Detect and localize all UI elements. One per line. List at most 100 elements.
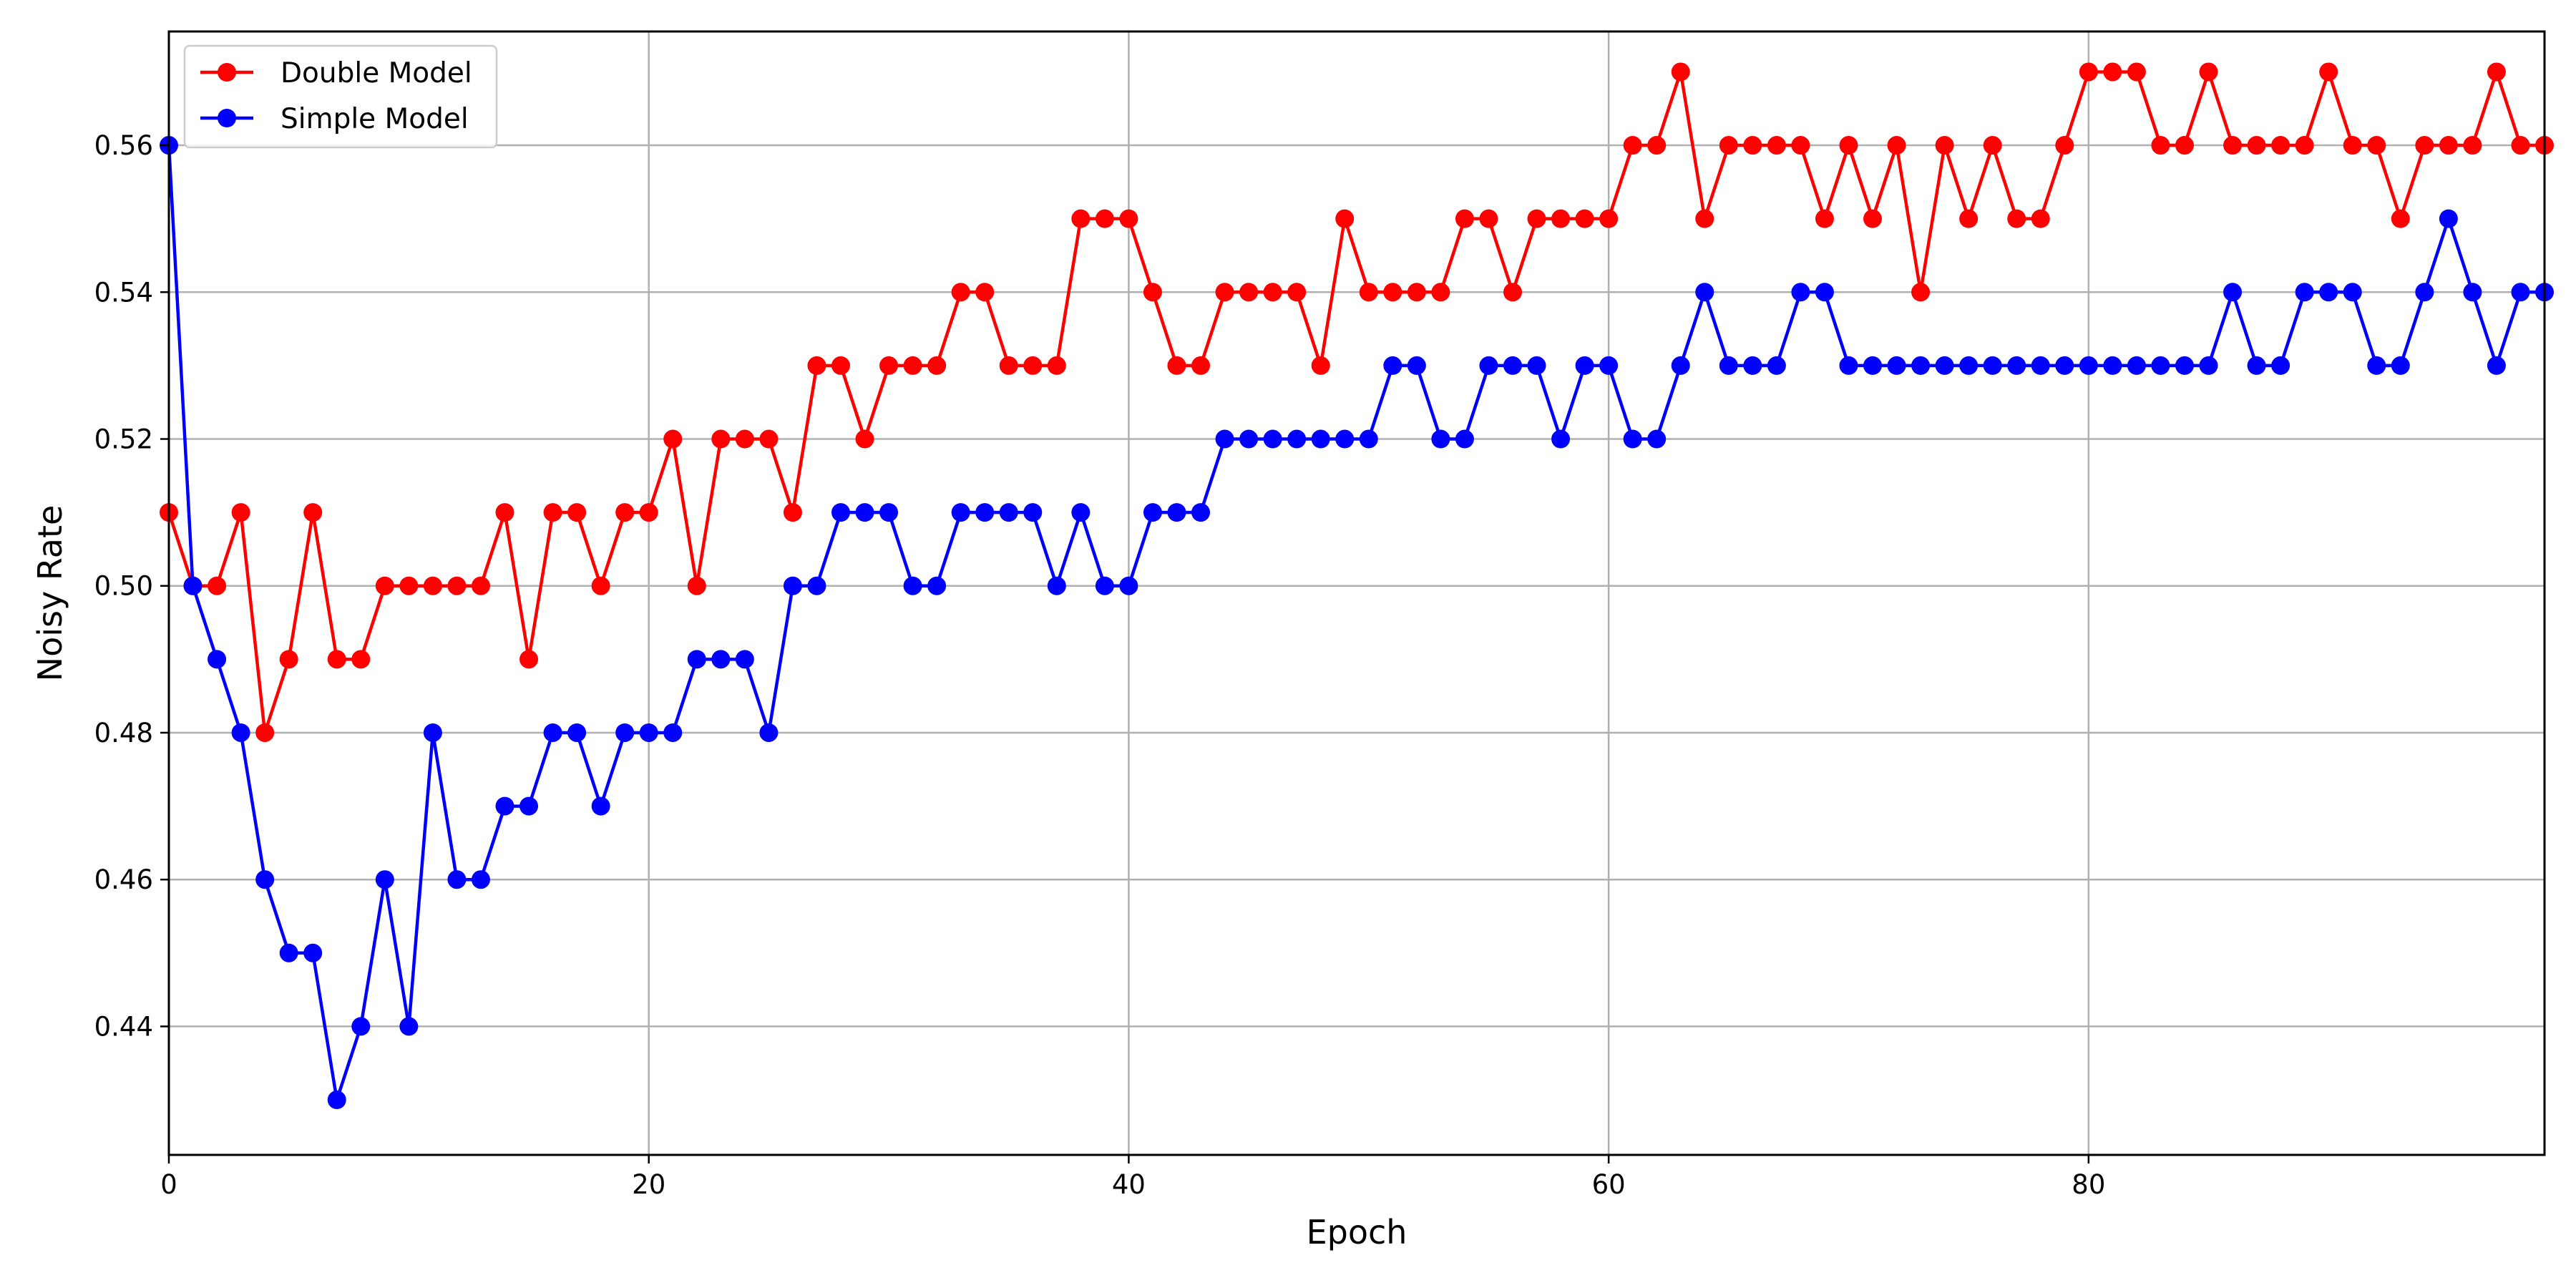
data-point-double-model <box>519 650 539 669</box>
y-tick-label: 0.56 <box>94 130 153 161</box>
data-point-double-model <box>2223 136 2243 155</box>
y-tick-label: 0.52 <box>94 424 153 455</box>
data-point-double-model <box>1527 209 1546 228</box>
data-point-simple-model <box>2175 356 2194 375</box>
data-point-simple-model <box>1575 356 1594 375</box>
data-point-simple-model <box>1311 429 1330 449</box>
data-point-double-model <box>2439 136 2458 155</box>
data-point-double-model <box>1479 209 1498 228</box>
y-tick-label: 0.44 <box>94 1011 153 1042</box>
data-point-simple-model <box>2487 356 2506 375</box>
data-point-simple-model <box>1551 429 1571 449</box>
data-point-simple-model <box>519 796 539 816</box>
data-point-simple-model <box>2271 356 2290 375</box>
data-point-double-model <box>855 429 874 449</box>
data-point-simple-model <box>1887 356 1906 375</box>
data-point-simple-model <box>2511 283 2530 302</box>
data-point-double-model <box>1143 283 1162 302</box>
data-point-simple-model <box>2079 356 2098 375</box>
data-point-double-model <box>423 576 442 595</box>
data-point-simple-model <box>1407 356 1426 375</box>
data-point-double-model <box>759 429 779 449</box>
data-point-double-model <box>711 429 731 449</box>
data-point-simple-model <box>1167 503 1186 522</box>
data-point-simple-model <box>999 503 1018 522</box>
legend-label-double-model: Double Model <box>280 57 472 89</box>
data-point-simple-model <box>615 723 635 742</box>
data-point-double-model <box>1887 136 1906 155</box>
data-point-double-model <box>951 283 970 302</box>
data-point-simple-model <box>735 650 754 669</box>
data-point-double-model <box>495 503 514 522</box>
data-point-double-model <box>375 576 394 595</box>
data-point-double-model <box>2319 62 2338 82</box>
data-point-double-model <box>1071 209 1091 228</box>
data-point-double-model <box>231 503 250 522</box>
data-point-simple-model <box>1455 429 1474 449</box>
data-point-double-model <box>1983 136 2002 155</box>
data-point-double-model <box>1599 209 1619 228</box>
data-point-simple-model <box>1647 429 1667 449</box>
data-point-simple-model <box>807 576 826 595</box>
data-point-simple-model <box>2055 356 2074 375</box>
data-point-double-model <box>1623 136 1642 155</box>
data-point-simple-model <box>303 943 323 962</box>
data-point-simple-model <box>1143 503 1162 522</box>
data-point-double-model <box>1287 283 1307 302</box>
data-point-double-model <box>1767 136 1786 155</box>
data-point-double-model <box>927 356 947 375</box>
data-point-double-model <box>2511 136 2530 155</box>
data-point-simple-model <box>1359 429 1378 449</box>
data-point-simple-model <box>1695 283 1714 302</box>
data-point-double-model <box>687 576 706 595</box>
data-point-simple-model <box>2463 283 2482 302</box>
legend-marker-double-model <box>218 63 236 82</box>
data-point-simple-model <box>471 870 490 889</box>
data-point-simple-model <box>2127 356 2146 375</box>
x-tick-label: 60 <box>1592 1169 1626 1200</box>
data-point-simple-model <box>1935 356 1954 375</box>
data-point-simple-model <box>543 723 562 742</box>
data-point-simple-model <box>687 650 706 669</box>
y-tick-label: 0.50 <box>94 571 153 602</box>
data-point-double-model <box>2199 62 2218 82</box>
y-tick-label: 0.48 <box>94 718 153 748</box>
data-point-double-model <box>1647 136 1667 155</box>
data-point-double-model <box>399 576 419 595</box>
data-point-double-model <box>208 576 227 595</box>
data-point-simple-model <box>1383 356 1402 375</box>
data-point-double-model <box>1431 283 1450 302</box>
data-point-simple-model <box>351 1017 371 1036</box>
data-point-simple-model <box>1071 503 1091 522</box>
data-point-simple-model <box>1215 429 1234 449</box>
data-point-simple-model <box>1911 356 1931 375</box>
data-point-simple-model <box>1527 356 1546 375</box>
data-point-double-model <box>1263 283 1282 302</box>
data-point-double-model <box>1695 209 1714 228</box>
data-point-double-model <box>2367 136 2386 155</box>
data-point-simple-model <box>327 1091 346 1110</box>
data-point-double-model <box>255 723 275 742</box>
legend-label-simple-model: Simple Model <box>280 103 469 135</box>
data-point-simple-model <box>1263 429 1282 449</box>
data-point-double-model <box>567 503 587 522</box>
data-point-double-model <box>807 356 826 375</box>
data-point-simple-model <box>951 503 970 522</box>
data-point-simple-model <box>2415 283 2434 302</box>
data-point-double-model <box>1935 136 1954 155</box>
series-double-model <box>160 62 2554 742</box>
data-point-double-model <box>1407 283 1426 302</box>
data-point-simple-model <box>1503 356 1522 375</box>
plot-frame <box>167 30 2546 1156</box>
data-point-simple-model <box>1335 429 1355 449</box>
data-point-simple-model <box>591 796 610 816</box>
data-point-simple-model <box>2439 209 2458 228</box>
data-point-simple-model <box>399 1017 419 1036</box>
data-point-double-model <box>1911 283 1931 302</box>
data-point-simple-model <box>1743 356 1762 375</box>
y-axis-label: Noisy Rate <box>31 505 69 682</box>
data-point-simple-model <box>1983 356 2002 375</box>
data-point-simple-model <box>2319 283 2338 302</box>
data-point-simple-model <box>2295 283 2314 302</box>
data-point-double-model <box>2391 209 2410 228</box>
